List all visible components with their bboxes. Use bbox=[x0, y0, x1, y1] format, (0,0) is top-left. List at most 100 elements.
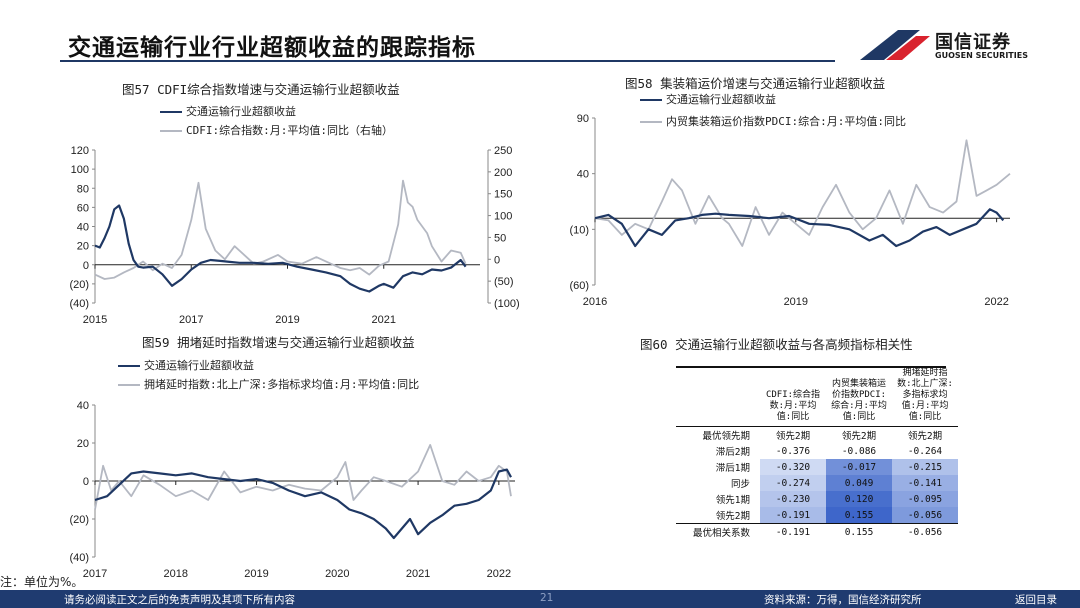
table-row: 领先1期 -0.230 0.120 -0.095 bbox=[676, 491, 958, 507]
series-line bbox=[594, 208, 1005, 248]
table-cell: 领先2期 bbox=[907, 431, 943, 442]
table-row-label: 最优领先期 bbox=[702, 431, 750, 442]
fig59-title: 图59 拥堵延时指数增速与交通运输行业超额收益 bbox=[142, 335, 415, 350]
table-cell: -0.320 bbox=[760, 459, 826, 475]
legend-swatch bbox=[118, 365, 140, 367]
series-line bbox=[94, 204, 467, 293]
brand-logo-icon bbox=[860, 30, 930, 60]
fig59-legend-1: 交通运输行业超额收益 bbox=[118, 357, 254, 373]
y-right-tick-label: 150 bbox=[494, 189, 512, 201]
table-cell: 领先2期 bbox=[775, 431, 811, 442]
x-tick-label: 2017 bbox=[83, 568, 107, 580]
y-tick-label: 120 bbox=[71, 145, 89, 157]
table-cell: -0.191 bbox=[775, 526, 811, 538]
fig59-chart: 40 20 0 (20) (40) 2017 2018 2019 2020 2021 2022 bbox=[69, 400, 515, 580]
y-tick-label: (40) bbox=[69, 298, 89, 310]
table-cell: -0.376 bbox=[775, 445, 811, 457]
table-row-label: 最优相关系数 bbox=[692, 528, 750, 539]
table-cell: -0.264 bbox=[907, 445, 943, 457]
legend-label: CDFI:综合指数:月:平均值:同比（右轴） bbox=[186, 124, 393, 137]
table-cell: 0.120 bbox=[826, 491, 892, 507]
y-tick-label: (40) bbox=[69, 552, 89, 564]
y-right-tick-label: (50) bbox=[494, 276, 514, 288]
legend-swatch bbox=[160, 130, 182, 132]
table-cell: -0.056 bbox=[892, 507, 958, 524]
table-cell: -0.056 bbox=[907, 526, 943, 538]
y-tick-label: 20 bbox=[77, 438, 89, 450]
table-cell: -0.017 bbox=[826, 459, 892, 475]
table-cell: 0.049 bbox=[826, 475, 892, 491]
page-number: 21 bbox=[540, 592, 554, 604]
x-tick-label: 2021 bbox=[406, 568, 430, 580]
fig59-legend-2: 拥堵延时指数:北上广深:多指标求均值:月:平均值:同比 bbox=[118, 376, 419, 392]
table-cell: -0.215 bbox=[892, 459, 958, 475]
y-right-tick-label: 200 bbox=[494, 167, 512, 179]
y-tick-label: 100 bbox=[71, 164, 89, 176]
y-tick-label: (20) bbox=[69, 514, 89, 526]
x-tick-label: 2020 bbox=[325, 568, 349, 580]
x-tick-label: 2019 bbox=[784, 296, 808, 308]
legend-swatch bbox=[118, 384, 140, 386]
x-tick-label: 2017 bbox=[179, 314, 203, 326]
legend-label: 交通运输行业超额收益 bbox=[144, 359, 254, 372]
y-tick-label: (60) bbox=[569, 280, 589, 292]
table-row-label: 滞后1期 bbox=[715, 463, 750, 474]
table-row: 滞后1期 -0.320 -0.017 -0.215 bbox=[676, 459, 958, 475]
table-cell: 领先2期 bbox=[841, 431, 877, 442]
y-tick-label: 80 bbox=[77, 183, 89, 195]
y-tick-label: 0 bbox=[83, 260, 89, 272]
table-col-header: CDFI:综合指数:月:平均值:同比 bbox=[765, 390, 821, 422]
table-row-label: 领先2期 bbox=[715, 511, 750, 522]
table-row: 最优领先期 领先2期 领先2期 领先2期 bbox=[676, 426, 958, 444]
y-tick-label: 0 bbox=[83, 476, 89, 488]
page-title: 交通运输行业行业超额收益的跟踪指标 bbox=[68, 35, 476, 61]
x-tick-label: 2016 bbox=[583, 296, 607, 308]
x-tick-label: 2019 bbox=[275, 314, 299, 326]
x-tick-label: 2022 bbox=[984, 296, 1008, 308]
table-row: 最优相关系数 -0.191 0.155 -0.056 bbox=[676, 523, 958, 541]
y-right-tick-label: (100) bbox=[494, 298, 520, 310]
table-header-row: CDFI:综合指数:月:平均值:同比 内贸集装箱运价指数PDCI:综合:月:平均… bbox=[676, 368, 958, 427]
y-right-tick-label: 100 bbox=[494, 211, 512, 223]
legend-swatch bbox=[160, 111, 182, 113]
y-tick-label: 40 bbox=[77, 400, 89, 412]
table-col-header: 拥堵延时指数:北上广深:多指标求均值:月:平均值:同比 bbox=[897, 368, 953, 422]
table-cell: 0.155 bbox=[826, 507, 892, 524]
legend-label: 交通运输行业超额收益 bbox=[186, 105, 296, 118]
table-corner bbox=[676, 368, 760, 427]
x-tick-label: 2019 bbox=[244, 568, 268, 580]
back-to-contents-link[interactable]: 返回目录 bbox=[1015, 594, 1057, 606]
y-right-tick-label: 250 bbox=[494, 145, 512, 157]
table-cell: -0.095 bbox=[892, 491, 958, 507]
series-line bbox=[94, 179, 467, 280]
footer-disclaimer: 请务必阅读正文之后的免责声明及其项下所有内容 bbox=[64, 594, 295, 606]
footer-source: 资料来源：万得，国信经济研究所 bbox=[764, 594, 922, 606]
correlation-table: CDFI:综合指数:月:平均值:同比 内贸集装箱运价指数PDCI:综合:月:平均… bbox=[676, 368, 958, 540]
x-tick-label: 2015 bbox=[83, 314, 107, 326]
fig60-title: 图60 交通运输行业超额收益与各高频指标相关性 bbox=[640, 337, 913, 352]
y-tick-label: 60 bbox=[77, 202, 89, 214]
table-row-label: 滞后2期 bbox=[715, 447, 750, 458]
fig58-legend-2: 内贸集装箱运价指数PDCI:综合:月:平均值:同比 bbox=[640, 113, 940, 129]
x-tick-label: 2021 bbox=[372, 314, 396, 326]
brand-name: 国信证券 bbox=[935, 32, 1011, 53]
table-cell: -0.141 bbox=[892, 475, 958, 491]
legend-swatch bbox=[640, 121, 662, 123]
table-col-header: 内贸集装箱运价指数PDCI:综合:月:平均值:同比 bbox=[831, 379, 887, 422]
y-tick-label: 40 bbox=[77, 222, 89, 234]
fig57-title: 图57 CDFI综合指数增速与交通运输行业超额收益 bbox=[122, 82, 400, 97]
table-row-label: 领先1期 bbox=[715, 495, 750, 506]
table-row: 领先2期 -0.191 0.155 -0.056 bbox=[676, 507, 958, 524]
table-cell: -0.274 bbox=[760, 475, 826, 491]
y-right-tick-label: 50 bbox=[494, 232, 506, 244]
x-tick-label: 2022 bbox=[487, 568, 511, 580]
fig57-legend-1: 交通运输行业超额收益 bbox=[160, 103, 296, 119]
fig58-chart: 90 40 (10) (60) 2016 2019 2022 bbox=[569, 113, 1011, 308]
brand-sub: GUOSEN SECURITIES bbox=[935, 51, 1028, 60]
table-top-rule bbox=[676, 366, 946, 368]
legend-label: 内贸集装箱运价指数PDCI:综合:月:平均值:同比 bbox=[666, 115, 906, 128]
series-line bbox=[94, 444, 512, 510]
fig57-chart: 120100806040200(20)(40)250200150100500(5… bbox=[69, 145, 520, 326]
table-cell: -0.230 bbox=[760, 491, 826, 507]
series-line bbox=[594, 139, 1011, 247]
